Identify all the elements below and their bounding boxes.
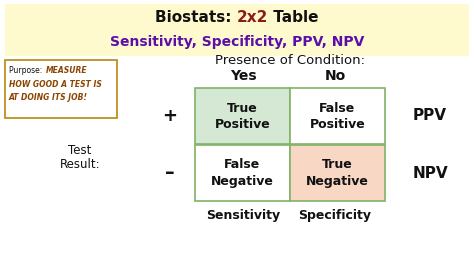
Text: Specificity: Specificity	[299, 210, 372, 222]
Text: False
Positive: False Positive	[310, 102, 365, 131]
Bar	[290, 88, 385, 144]
Text: True
Negative: True Negative	[306, 159, 369, 188]
Bar	[290, 145, 385, 201]
Bar	[5, 60, 117, 118]
Text: –: –	[165, 164, 175, 182]
Text: Sensitivity, Specificity, PPV, NPV: Sensitivity, Specificity, PPV, NPV	[110, 35, 364, 49]
Text: False
Negative: False Negative	[211, 159, 274, 188]
Text: Purpose:: Purpose:	[9, 66, 45, 75]
Text: MEASURE: MEASURE	[46, 66, 88, 75]
Text: PPV: PPV	[413, 109, 447, 123]
Text: AT DOING ITS JOB!: AT DOING ITS JOB!	[9, 93, 88, 102]
Text: No: No	[324, 69, 346, 83]
Text: Yes: Yes	[230, 69, 256, 83]
Text: Biostats:: Biostats:	[155, 10, 237, 26]
Text: +: +	[163, 107, 177, 125]
Text: True
Positive: True Positive	[215, 102, 270, 131]
Text: Test: Test	[68, 144, 91, 157]
Text: Presence of Condition:: Presence of Condition:	[215, 55, 365, 68]
Text: Sensitivity: Sensitivity	[206, 210, 280, 222]
Text: HOW GOOD A TEST IS: HOW GOOD A TEST IS	[9, 80, 102, 89]
Text: NPV: NPV	[412, 165, 448, 181]
Text: Table: Table	[268, 10, 319, 26]
Text: Result:: Result:	[60, 159, 100, 172]
Bar	[195, 145, 290, 201]
Bar	[5, 4, 469, 56]
Text: 2x2: 2x2	[237, 10, 268, 26]
Bar	[195, 88, 290, 144]
